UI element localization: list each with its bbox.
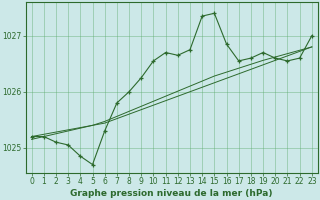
X-axis label: Graphe pression niveau de la mer (hPa): Graphe pression niveau de la mer (hPa) bbox=[70, 189, 273, 198]
